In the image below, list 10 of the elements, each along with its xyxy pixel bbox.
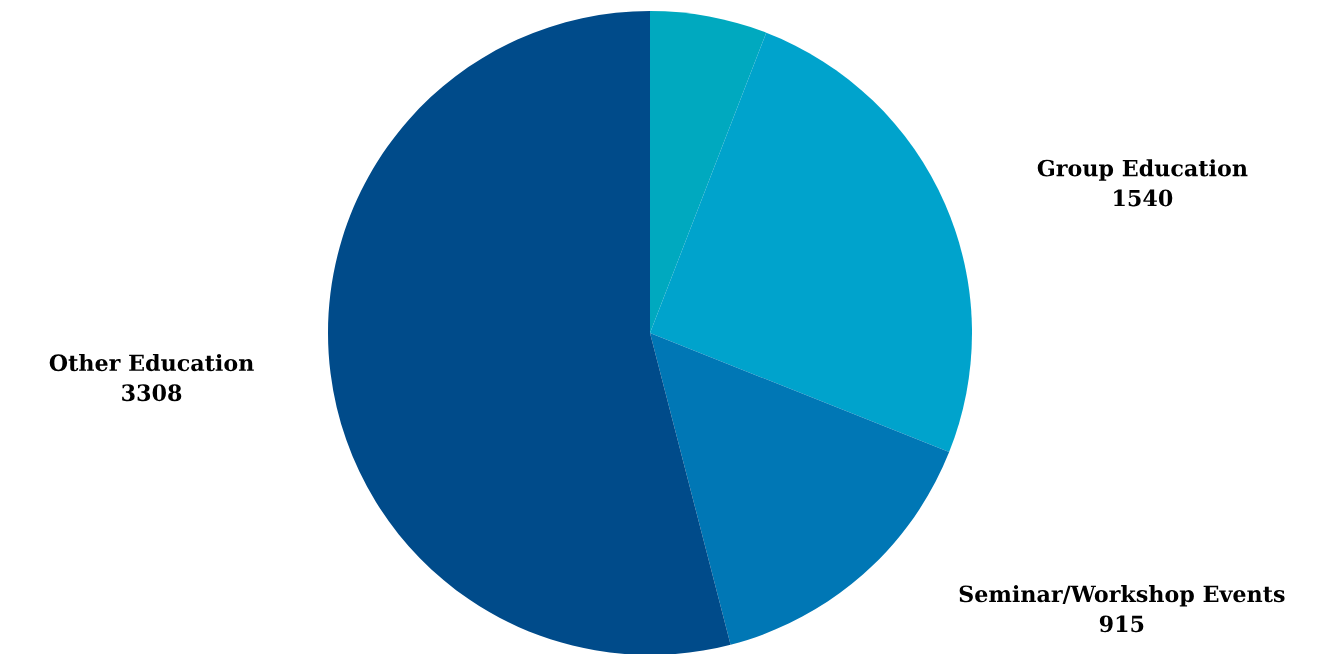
data-label: 3308 [122,384,182,402]
slice-label: Other Education [49,353,254,372]
pie-slice [328,11,731,654]
slice-label: Seminar/Workshop Events [959,585,1285,607]
pie-slice [650,32,972,453]
pie-slice [650,333,950,645]
slice-label: Group Education [1037,159,1248,181]
data-label: 915 [1099,615,1144,633]
data-label: 1540 [1114,189,1173,207]
pie-slice [650,11,767,333]
